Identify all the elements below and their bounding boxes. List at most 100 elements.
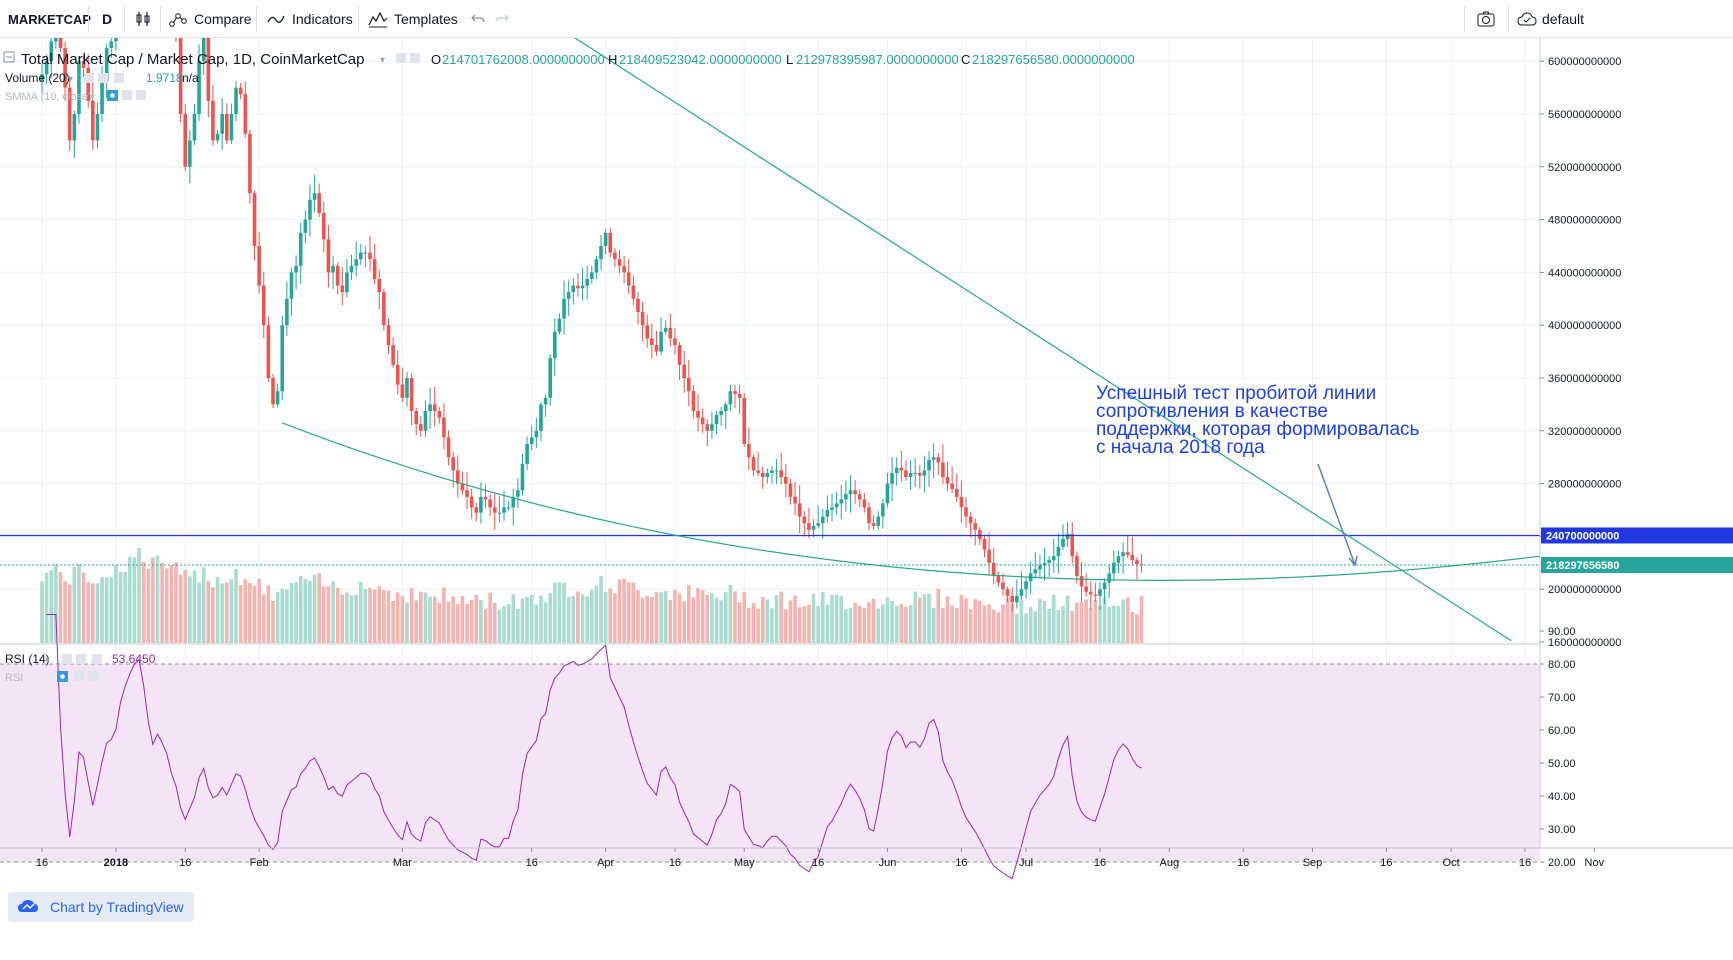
candle-body xyxy=(820,516,825,524)
candle-body xyxy=(456,470,460,484)
rsi-sub-settings-icons[interactable] xyxy=(74,671,98,681)
candle-body xyxy=(553,331,557,359)
undo-button[interactable] xyxy=(470,0,486,38)
volume-bar xyxy=(677,593,682,643)
ohlc-open-label: O xyxy=(431,52,441,67)
volume-bar xyxy=(691,597,696,643)
candle-body xyxy=(220,114,224,134)
candle-body xyxy=(571,285,576,293)
indicators-button[interactable]: Indicators xyxy=(266,0,353,38)
volume-bar xyxy=(668,599,673,643)
volume-bar xyxy=(728,584,733,643)
volume-bar xyxy=(913,591,917,643)
candle-body xyxy=(1088,591,1093,595)
time-tick-label: Feb xyxy=(250,857,269,869)
volume-bar xyxy=(257,578,261,643)
symbol-search[interactable]: MARKETCAP xyxy=(8,0,91,38)
legend-dropdown-icon[interactable]: ▾ xyxy=(380,55,385,66)
candle-body xyxy=(266,325,271,378)
smma-settings-icons[interactable] xyxy=(122,90,146,100)
volume-bar xyxy=(525,596,529,643)
candle-body xyxy=(391,345,395,365)
volume-bar xyxy=(229,579,234,643)
volume-bar xyxy=(950,605,954,643)
rsi-tick-label: 20.00 xyxy=(1548,857,1576,869)
volume-bar xyxy=(1098,605,1102,643)
candle-body xyxy=(959,496,964,508)
volume-bar xyxy=(576,591,580,643)
candle-body xyxy=(770,470,774,474)
volume-bar xyxy=(377,586,382,643)
volume-bar xyxy=(788,600,793,643)
volume-bar xyxy=(298,576,303,643)
chart-style-button[interactable] xyxy=(134,0,152,38)
candle-body xyxy=(400,384,405,398)
templates-button[interactable]: Templates xyxy=(368,0,458,38)
candle-body xyxy=(936,457,941,463)
volume-bar xyxy=(825,604,830,643)
volume-bar xyxy=(1033,611,1038,643)
volume-bar xyxy=(1047,608,1051,643)
candle-body xyxy=(1015,595,1019,603)
candle-body xyxy=(839,499,844,504)
rsi-tick-label: 60.00 xyxy=(1548,725,1576,737)
volume-bar xyxy=(710,593,714,643)
candle-body xyxy=(922,470,927,476)
resistance-trend-line xyxy=(573,38,1512,642)
volume-bar xyxy=(719,600,723,643)
candle-body xyxy=(890,473,894,484)
redo-button[interactable] xyxy=(494,0,510,38)
candle-body xyxy=(964,507,968,517)
volume-bar xyxy=(220,583,224,643)
candle-body xyxy=(696,411,700,418)
volume-bar xyxy=(266,585,271,643)
ohlc-high-value: 218409523042.0000000000 xyxy=(619,52,782,67)
rsi-dropdown-icon[interactable]: ▾ xyxy=(45,655,50,666)
volume-bar xyxy=(312,574,317,643)
snapshot-button[interactable] xyxy=(1476,0,1496,38)
candle-body xyxy=(645,325,650,339)
volume-bar xyxy=(460,595,465,643)
volume-bar xyxy=(543,602,548,643)
candle-body xyxy=(405,378,409,398)
candle-body xyxy=(409,378,414,411)
candle-body xyxy=(617,259,622,266)
volume-bar xyxy=(386,590,391,643)
candle-body xyxy=(294,265,298,273)
volume-settings-icons[interactable] xyxy=(84,73,124,83)
annotation-arrow-head xyxy=(1348,555,1358,567)
volume-bar xyxy=(54,564,58,643)
collapse-icon[interactable] xyxy=(3,51,15,63)
volume-bar xyxy=(571,595,576,643)
tradingview-badge[interactable]: Chart by TradingView xyxy=(8,892,194,922)
compare-button[interactable]: Compare xyxy=(168,0,252,38)
candle-body xyxy=(442,417,446,438)
price-level-label: 218297656580 xyxy=(1546,560,1619,572)
volume-bar xyxy=(566,597,571,643)
layout-button[interactable]: default xyxy=(1516,0,1584,38)
candle-body xyxy=(991,562,996,576)
candle-body xyxy=(1005,589,1010,596)
volume-bar xyxy=(446,601,451,643)
volume-bar xyxy=(844,609,848,643)
candle-body xyxy=(419,424,423,431)
volume-dropdown-icon[interactable]: ▾ xyxy=(68,74,73,85)
candle-body xyxy=(349,265,354,273)
rsi-settings-icons[interactable] xyxy=(62,654,102,664)
volume-bar xyxy=(409,588,414,643)
rsi-tick-label: 40.00 xyxy=(1548,791,1576,803)
smma-dropdown-icon[interactable]: ▾ xyxy=(90,92,95,103)
volume-bar xyxy=(700,590,705,643)
volume-bar xyxy=(1056,609,1061,643)
volume-bar xyxy=(876,608,881,643)
volume-bar xyxy=(871,598,876,643)
price-tick-label: 480000000000 xyxy=(1548,215,1621,227)
rsi-legend-value: 53.6450 xyxy=(112,652,156,666)
candle-body xyxy=(345,272,349,293)
candle-body xyxy=(474,507,479,513)
chart-canvas[interactable]: 8400000000008000000000007600000000007200… xyxy=(0,38,1733,960)
interval-button[interactable]: D xyxy=(102,0,112,38)
candle-body xyxy=(881,503,885,517)
legend-settings-icons[interactable] xyxy=(396,53,420,63)
volume-bar xyxy=(215,576,220,643)
